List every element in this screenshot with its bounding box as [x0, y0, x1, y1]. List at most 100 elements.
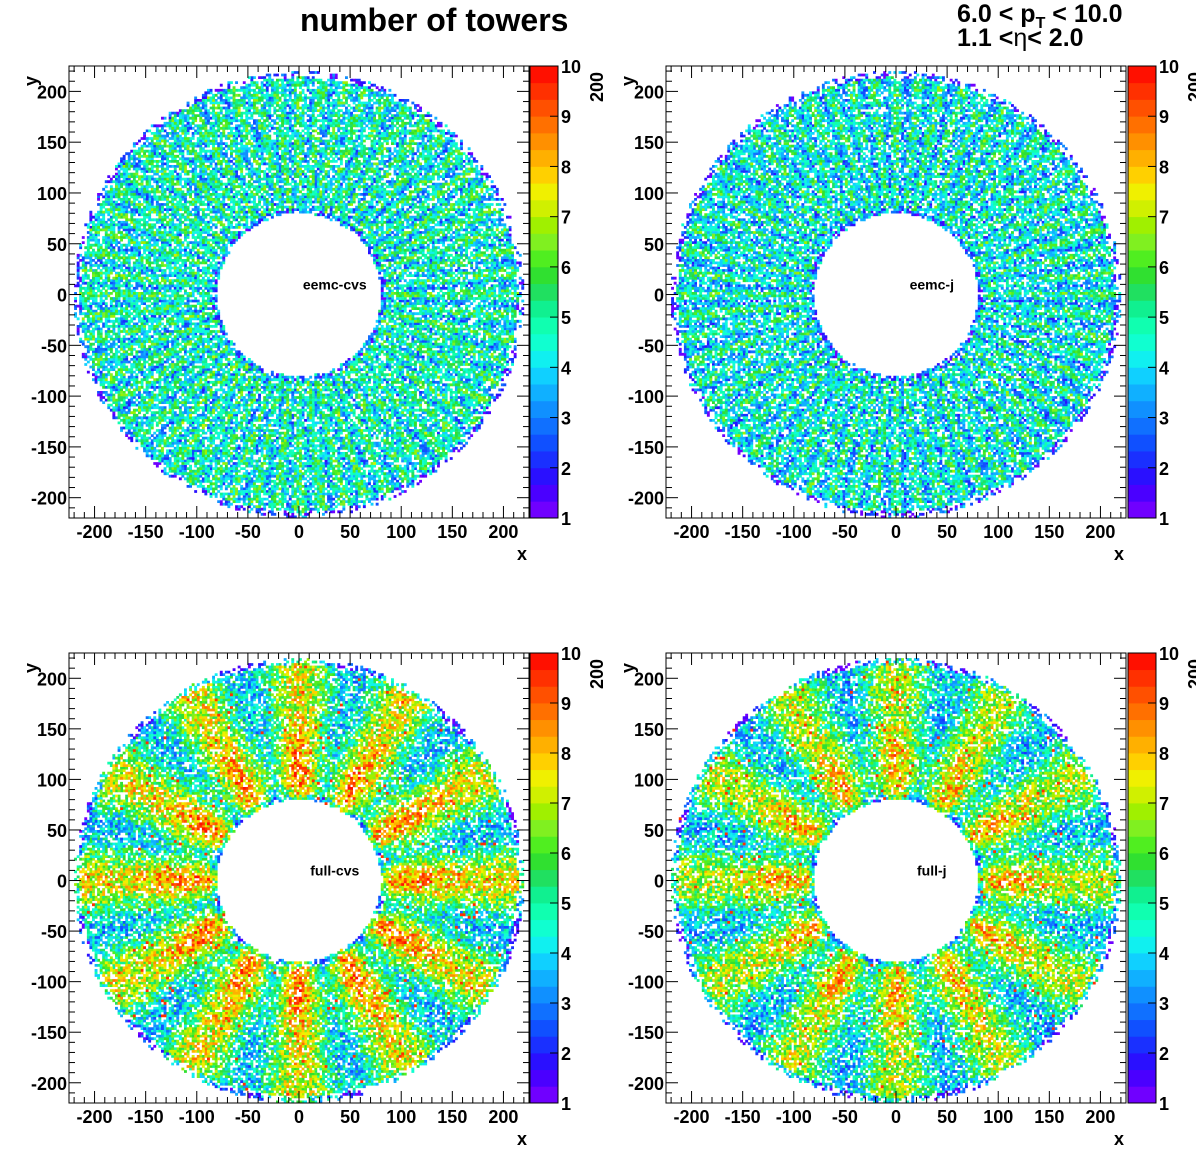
- y-tick-label: -100: [31, 387, 67, 407]
- z-tick-label: 1: [561, 509, 571, 529]
- z-exponent-label: 200: [587, 659, 607, 689]
- heatmap-bin-group: [676, 78, 1114, 511]
- x-tick-label: 50: [340, 522, 360, 542]
- heatmap-bin-group: [673, 658, 1119, 1104]
- heatmap-bin-group: [81, 78, 520, 511]
- x-tick-label: -50: [832, 1107, 858, 1127]
- heatmap-bin-group: [673, 663, 1119, 1104]
- color-scale-band: [1128, 803, 1156, 821]
- heatmap-cells: [74, 71, 525, 519]
- x-tick-label: -200: [77, 1107, 113, 1127]
- heatmap-bin-group: [676, 71, 1119, 516]
- heatmap-bin-group: [676, 73, 1122, 516]
- z-tick-label: 10: [561, 644, 581, 664]
- x-tick-label: 150: [437, 522, 467, 542]
- heatmap-bin-group: [676, 663, 1117, 1096]
- color-scale-band: [1128, 266, 1156, 285]
- heatmap-bin-group: [135, 731, 461, 1043]
- heatmap-bin-group: [678, 665, 1117, 1099]
- color-scale-band: [530, 836, 558, 854]
- y-tick-label: 150: [37, 720, 67, 740]
- heatmap-bin-group: [76, 663, 525, 1104]
- heatmap-bin-group: [671, 73, 1117, 516]
- heatmap-bin-group: [76, 73, 525, 519]
- x-tick-label: -50: [235, 1107, 261, 1127]
- color-scale-band: [530, 753, 558, 771]
- color-scale-band: [530, 467, 558, 485]
- z-tick-label: 6: [561, 844, 571, 864]
- color-scale-band: [1128, 216, 1156, 234]
- y-axis-label: y: [21, 76, 41, 86]
- heatmap-bin-group: [678, 71, 1122, 514]
- color-scale-band: [530, 116, 558, 134]
- heatmap-bin-group: [750, 744, 1045, 1025]
- heatmap-bin-group: [671, 658, 1119, 1099]
- color-scale-band: [530, 986, 558, 1004]
- y-tick-label: 0: [654, 872, 664, 892]
- x-tick-label: 150: [437, 1107, 467, 1127]
- color-scale-band: [530, 417, 558, 435]
- x-axis-label: x: [517, 544, 527, 564]
- color-scale-band: [1128, 417, 1156, 435]
- color-scale-band: [530, 283, 558, 301]
- heatmap-bin-group: [676, 663, 1117, 1099]
- color-scale-band: [1128, 82, 1156, 100]
- y-tick-label: -200: [628, 1074, 664, 1094]
- x-tick-label: 200: [1085, 522, 1115, 542]
- color-scale-band: [530, 149, 558, 167]
- color-scale-band: [1128, 350, 1156, 368]
- color-scale-band: [1128, 384, 1156, 402]
- color-scale-band: [1128, 819, 1156, 837]
- color-scale-band: [1128, 986, 1156, 1004]
- heatmap-bin-group: [681, 660, 1117, 1096]
- color-scale-band: [1128, 183, 1156, 201]
- heatmap-bin-group: [676, 73, 1122, 514]
- color-scale-band: [1128, 451, 1156, 469]
- color-scale-band: [530, 919, 558, 937]
- heatmap-bin-group: [671, 660, 1122, 1104]
- heatmap-bin-group: [84, 665, 520, 1096]
- color-scale-band: [1128, 367, 1156, 385]
- x-tick-label: 50: [937, 1107, 957, 1127]
- heatmap-bin-group: [76, 658, 520, 1101]
- color-scale-band: [1128, 132, 1156, 151]
- x-tick-label: 50: [937, 522, 957, 542]
- heatmap-bin-group: [178, 751, 433, 1003]
- color-scale-band: [1128, 400, 1156, 418]
- x-tick-label: -150: [128, 522, 164, 542]
- z-tick-label: 2: [1159, 1044, 1169, 1064]
- x-tick-label: -200: [77, 522, 113, 542]
- heatmap-cells: [74, 658, 525, 1104]
- color-scale-band: [1128, 233, 1156, 251]
- heatmap-bin-group: [81, 663, 522, 1099]
- color-scale-band: [1128, 769, 1156, 787]
- color-scale-band: [530, 400, 558, 418]
- z-tick-label: 3: [1159, 409, 1169, 429]
- z-tick-label: 3: [1159, 994, 1169, 1014]
- heatmap-bin-group: [678, 665, 1114, 1099]
- heatmap-bin-group: [76, 658, 525, 1104]
- color-scale-band: [1128, 317, 1156, 335]
- heatmap-bin-group: [81, 81, 520, 511]
- z-tick-label: 6: [561, 258, 571, 278]
- color-scale-band: [1128, 886, 1156, 904]
- heatmap-bin-group: [81, 663, 520, 1089]
- color-scale-band: [530, 819, 558, 837]
- heatmap-bin-group: [673, 660, 1122, 1104]
- z-tick-label: 9: [1159, 694, 1169, 714]
- y-tick-label: -200: [31, 489, 67, 509]
- y-tick-label: -100: [31, 973, 67, 993]
- panel-label: full-cvs: [310, 862, 359, 878]
- heatmap-bin-group: [79, 76, 520, 506]
- heatmap-bin-group: [74, 658, 525, 1096]
- heatmap-bin-group: [676, 663, 1117, 1099]
- color-scale-band: [530, 1036, 558, 1054]
- panel-full-j: -200 -150 -100 -50 0 50 100 150 200-200-150-100-…: [618, 644, 1196, 1149]
- color-scale: 1 2 3 4 5 6 7 8 9 10 200: [529, 644, 607, 1114]
- z-tick-label: 8: [1159, 744, 1169, 764]
- y-tick-label: -50: [638, 336, 664, 356]
- heatmap-bin-group: [79, 665, 520, 1099]
- x-tick-label: 200: [488, 522, 518, 542]
- heatmap-bin-group: [76, 665, 520, 1104]
- color-scale-band: [530, 669, 558, 687]
